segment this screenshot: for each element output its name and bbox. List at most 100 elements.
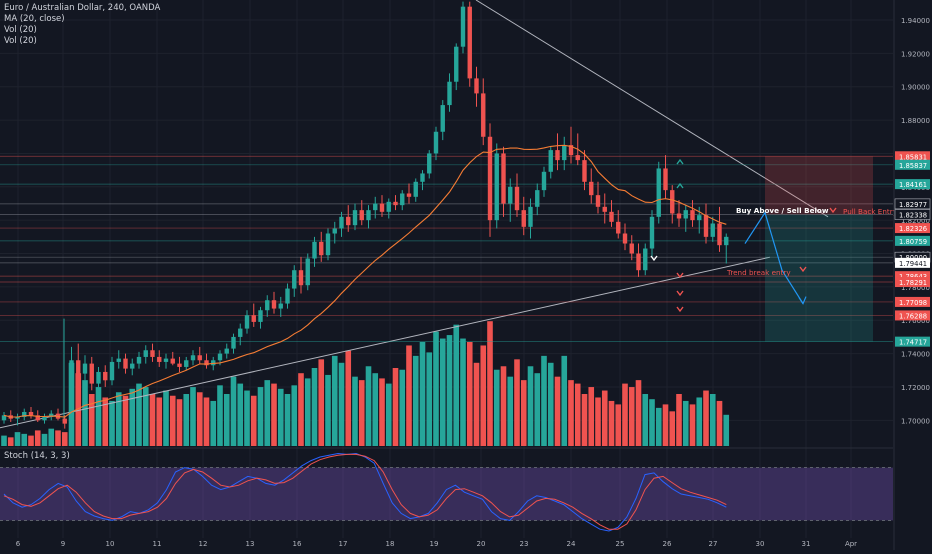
symbol-title[interactable]: Euro / Australian Dollar, 240, OANDA xyxy=(4,3,161,13)
grid-lines xyxy=(0,0,893,538)
volume-bar xyxy=(365,366,372,446)
candle-body xyxy=(96,371,101,384)
candle-body xyxy=(467,6,472,79)
candle xyxy=(427,150,432,179)
candle xyxy=(346,205,351,232)
price-tick-label: 1.90000 xyxy=(901,84,930,92)
candle-body xyxy=(521,210,526,227)
down-arrow-marker xyxy=(676,272,684,279)
candle xyxy=(656,161,661,224)
ma-20-line xyxy=(3,144,727,418)
volume-bar xyxy=(487,321,493,446)
volume-bar xyxy=(196,392,203,446)
price-tick-label: 1.78000 xyxy=(901,284,930,292)
volume-bar xyxy=(257,387,264,446)
price-level-badge xyxy=(895,223,930,234)
candle xyxy=(190,350,196,366)
candle-body xyxy=(508,186,513,204)
price-axis[interactable]: 1.940001.920001.900001.880001.860001.840… xyxy=(893,0,932,550)
indicator-ma-label[interactable]: MA (20, close) xyxy=(4,14,65,24)
time-tick-label: 17 xyxy=(339,540,348,548)
time-axis[interactable]: 6 9 10 11 12 13 16 17 18 19 20 23 24 25 26 27 30 31 Apr xyxy=(16,540,857,548)
candle-body xyxy=(258,310,263,322)
candle xyxy=(130,358,135,376)
candle-body xyxy=(184,360,189,367)
volume-bar xyxy=(493,369,500,446)
volume-bar xyxy=(561,355,568,446)
candle-body xyxy=(244,315,250,329)
candle-body xyxy=(190,355,196,361)
candle xyxy=(724,233,729,264)
volume-bar xyxy=(203,397,210,446)
candle xyxy=(440,100,445,141)
indicator-vol-label-2[interactable]: Vol (20) xyxy=(4,36,37,46)
volume-bar xyxy=(628,387,635,446)
volume-bar xyxy=(176,399,183,446)
candle-body xyxy=(278,303,283,309)
candle-body xyxy=(400,193,405,206)
volume-bar xyxy=(439,338,446,446)
candle-body xyxy=(150,350,155,357)
trend-break-annotation: Trend break entry xyxy=(726,268,791,277)
candle-body xyxy=(575,155,580,161)
candle-body xyxy=(204,360,209,366)
time-tick-label: 11 xyxy=(153,540,162,548)
candle xyxy=(676,200,682,227)
candle xyxy=(616,210,621,239)
candle-body xyxy=(622,233,628,244)
candle-body xyxy=(224,348,229,354)
price-level-label: 1.82977 xyxy=(899,201,927,209)
candle xyxy=(258,306,263,329)
volume-bar xyxy=(1,435,7,446)
candle xyxy=(555,133,560,171)
volume-bar xyxy=(345,350,352,446)
candle xyxy=(69,346,74,427)
time-tick-label: 10 xyxy=(106,540,115,548)
volume-bar xyxy=(554,376,561,446)
volume-bar xyxy=(419,342,426,446)
volume-bar xyxy=(466,342,473,446)
volume-bar xyxy=(547,362,554,446)
candle xyxy=(143,345,148,364)
buy-sell-annotation: Buy Above / Sell Below xyxy=(736,206,829,215)
candle xyxy=(393,195,398,211)
candle-body xyxy=(589,181,594,196)
candle xyxy=(643,243,648,276)
stoch-d-line xyxy=(3,453,727,530)
candle xyxy=(312,236,317,267)
candle-body xyxy=(379,203,385,212)
candle-body xyxy=(643,248,648,271)
candle xyxy=(663,155,668,199)
candle-body xyxy=(49,413,54,417)
volume-bar xyxy=(588,387,595,446)
candle-body xyxy=(22,411,27,417)
candle-body xyxy=(555,150,560,161)
volume-bar xyxy=(284,394,291,446)
stochastic-panel: 100.0075.0050.0025.000.00 xyxy=(0,447,926,543)
candle-body xyxy=(1,415,7,421)
down-arrow-marker xyxy=(829,207,837,214)
candle-body xyxy=(481,93,486,137)
candle-body xyxy=(103,371,108,381)
volume-bar xyxy=(581,394,588,446)
volume-bar xyxy=(520,380,527,446)
volume-bar xyxy=(399,369,406,446)
up-arrow-marker xyxy=(676,158,684,165)
volume-bar xyxy=(642,394,649,446)
candle xyxy=(683,205,688,232)
price-tick-label: 1.92000 xyxy=(901,50,930,58)
volume-bar xyxy=(534,373,541,446)
candle-body xyxy=(339,216,344,229)
candle xyxy=(595,181,601,214)
indicator-vol-label[interactable]: Vol (20) xyxy=(4,25,37,35)
volume-bar xyxy=(696,397,703,446)
candle-body xyxy=(420,173,425,182)
candle xyxy=(568,126,574,164)
candle-body xyxy=(541,171,547,191)
candle-body xyxy=(454,46,459,82)
candle xyxy=(292,265,297,297)
price-level-badge xyxy=(895,277,930,288)
stoch-indicator-label[interactable]: Stoch (14, 3, 3) xyxy=(4,451,70,461)
